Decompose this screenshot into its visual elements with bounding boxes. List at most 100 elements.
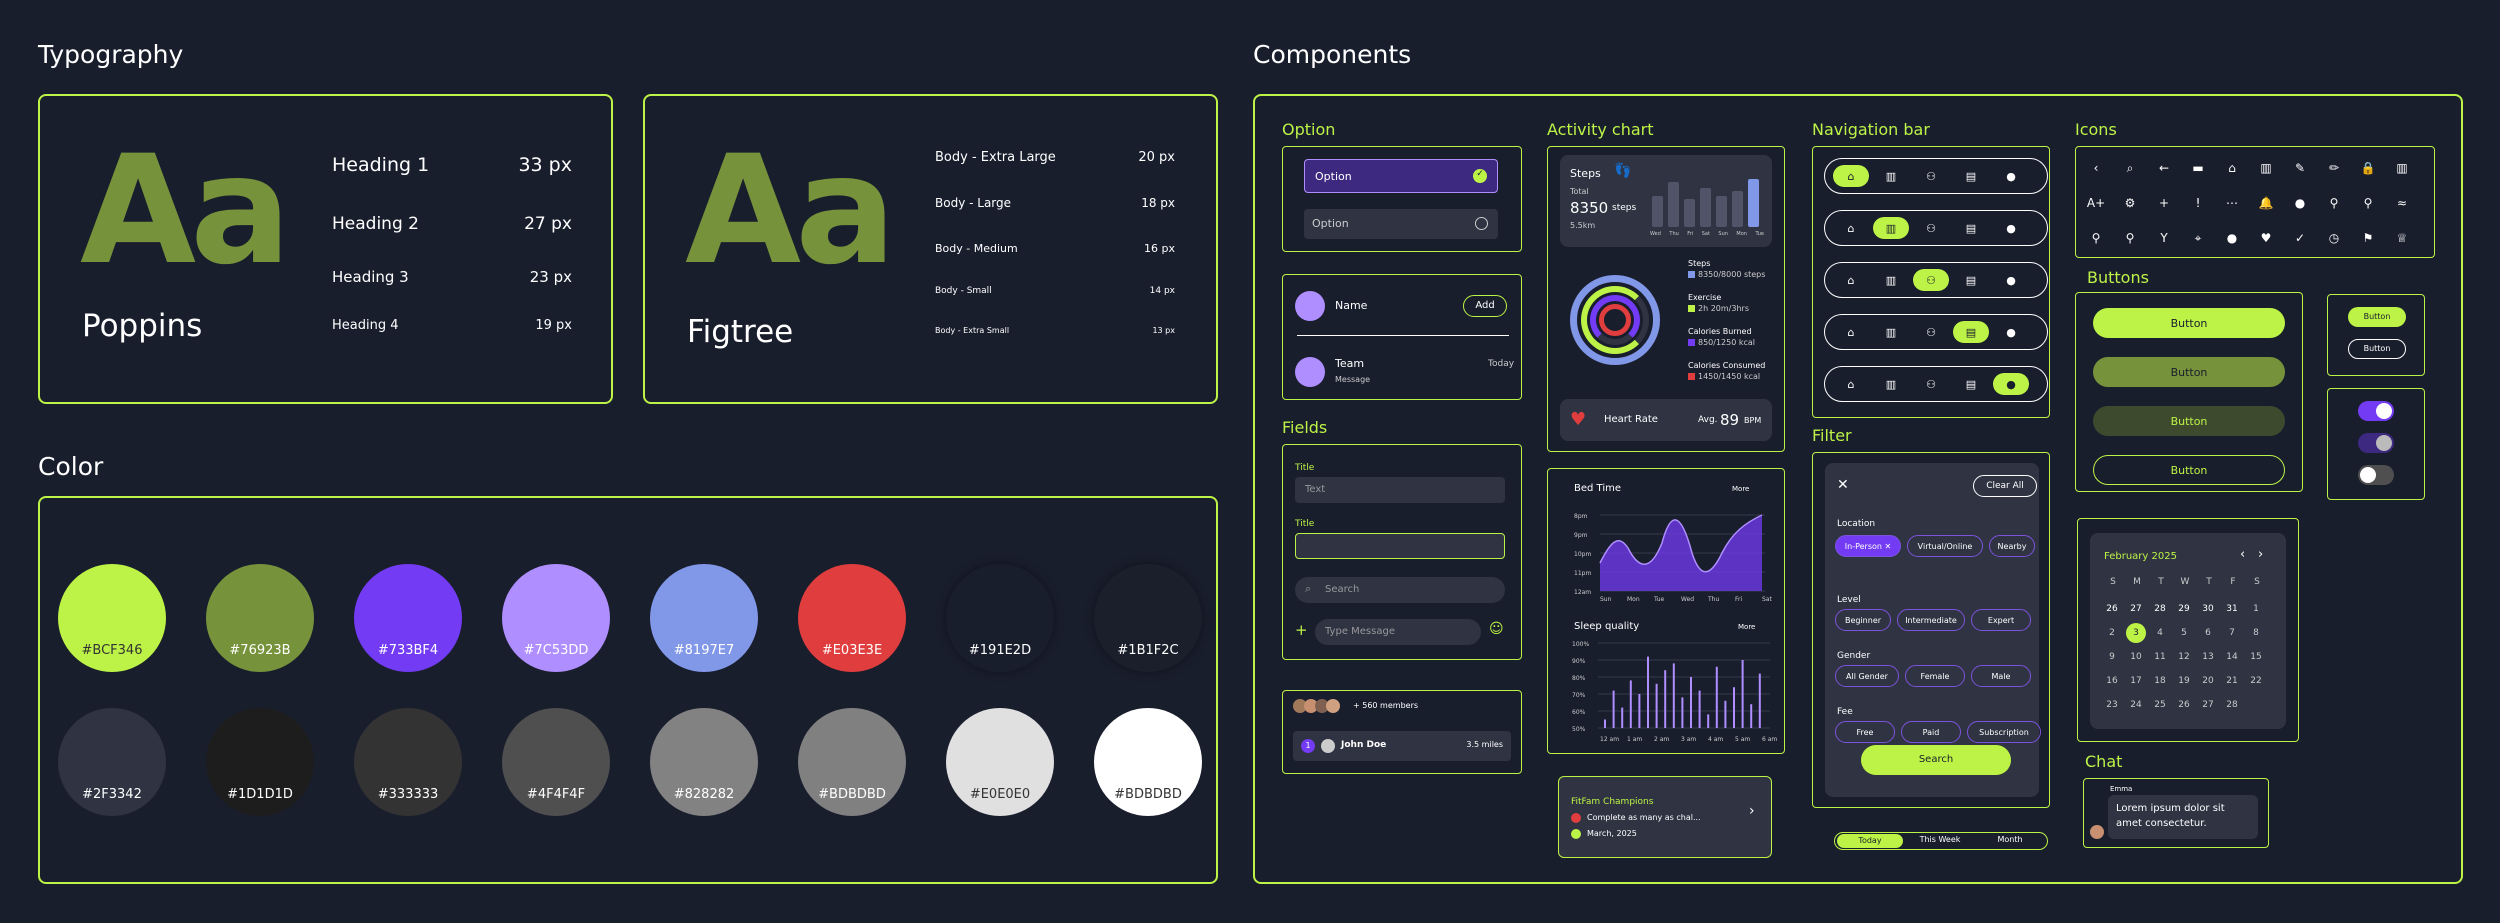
community-icon[interactable]: ⚇ — [1926, 377, 1936, 391]
profile-icon[interactable]: ● — [1993, 373, 2029, 395]
bar-chart-icon[interactable]: ▥ — [2396, 161, 2408, 175]
calendar-day[interactable]: 28 — [2226, 700, 2238, 710]
filter-chip[interactable]: Beginner — [1835, 609, 1891, 631]
arrow-left-icon[interactable]: ← — [2158, 161, 2170, 175]
filter-chip[interactable]: Expert — [1971, 609, 2031, 631]
calendar-day[interactable]: 23 — [2106, 700, 2118, 710]
text-field-focused[interactable] — [1295, 533, 1505, 559]
close-icon[interactable]: ✕ — [1837, 477, 1849, 493]
exercise-icon[interactable]: ⚲ — [2329, 196, 2339, 210]
message-icon[interactable]: ▬ — [2192, 161, 2204, 175]
plus-icon[interactable]: + — [2158, 196, 2170, 210]
swim-icon[interactable]: ≈ — [2396, 196, 2408, 210]
chart-icon[interactable]: ▥ — [1873, 217, 1909, 239]
filter-chip[interactable]: Free — [1835, 721, 1895, 743]
calendar-day[interactable]: 17 — [2130, 676, 2142, 686]
calendar-day[interactable]: 29 — [2178, 604, 2190, 614]
home-icon[interactable]: ⌂ — [1847, 377, 1855, 391]
option-unselected[interactable]: Option — [1304, 209, 1498, 239]
bike-icon[interactable]: ⚲ — [2091, 231, 2101, 245]
calendar-day[interactable]: 27 — [2130, 604, 2142, 614]
profile-icon[interactable]: ● — [2006, 221, 2016, 235]
edit-icon[interactable]: ✎ — [2294, 161, 2306, 175]
cup-icon[interactable]: ♕ — [2396, 231, 2408, 245]
calendar-day[interactable]: 30 — [2202, 604, 2214, 614]
filter-chip[interactable]: Nearby — [1989, 535, 2035, 557]
leaderboard-row[interactable]: 1 John Doe 3.5 miles — [1293, 731, 1511, 761]
community-icon[interactable]: ⚇ — [1926, 221, 1936, 235]
calendar-day[interactable]: 6 — [2205, 628, 2211, 638]
calendar-day[interactable]: 21 — [2226, 676, 2238, 686]
outline-button[interactable]: Button — [2093, 455, 2285, 485]
lock-icon[interactable]: 🔒 — [2360, 161, 2376, 175]
community-icon[interactable]: ⚇ — [1913, 269, 1949, 291]
chat-icon[interactable]: ▤ — [1953, 321, 1989, 343]
challenge-card[interactable]: FitFam Champions Complete as many as cha… — [1558, 776, 1772, 858]
circle-icon[interactable]: ● — [2226, 231, 2238, 245]
strength-icon[interactable]: ⚲ — [2125, 231, 2135, 245]
chat-icon[interactable]: ▤ — [1965, 169, 1977, 183]
toggle-mid[interactable] — [2358, 433, 2394, 453]
tab-month[interactable]: Month — [1997, 835, 2023, 844]
trophy-icon[interactable]: Y — [2160, 231, 2168, 245]
calendar-day[interactable]: 10 — [2130, 652, 2142, 662]
more-icon[interactable]: ⋯ — [2226, 196, 2238, 210]
more-link[interactable]: More — [1738, 623, 1756, 631]
pencil-icon[interactable]: ✏ — [2328, 161, 2340, 175]
chevron-right-icon[interactable]: › — [1749, 803, 1755, 819]
home-icon[interactable]: ⌂ — [1833, 165, 1869, 187]
calendar-day[interactable]: 3 — [2126, 623, 2146, 643]
filter-chip[interactable]: All Gender — [1835, 665, 1899, 687]
filter-chip[interactable]: Male — [1971, 665, 2031, 687]
flag-icon[interactable]: ⚑ — [2362, 231, 2374, 245]
calendar-day[interactable]: 24 — [2130, 700, 2142, 710]
search-input[interactable]: ⌕ Search — [1295, 577, 1505, 603]
calendar-day[interactable]: 9 — [2109, 652, 2115, 662]
calendar-day[interactable]: 25 — [2154, 700, 2166, 710]
calendar-day[interactable]: 20 — [2202, 676, 2214, 686]
calendar-day[interactable]: 8 — [2253, 628, 2259, 638]
profile-icon[interactable]: ● — [2006, 325, 2016, 339]
add-user-icon[interactable]: A+ — [2086, 196, 2106, 210]
home-icon[interactable]: ⌂ — [1847, 325, 1855, 339]
calendar-day[interactable]: 19 — [2178, 676, 2190, 686]
secondary-button[interactable]: Button — [2093, 357, 2285, 387]
tab-this-week[interactable]: This Week — [1919, 835, 1961, 844]
person-icon[interactable]: ● — [2294, 196, 2306, 210]
profile-icon[interactable]: ● — [2006, 273, 2016, 287]
location-icon[interactable]: ⌖ — [2194, 230, 2202, 245]
clock-icon[interactable]: ◷ — [2328, 231, 2340, 245]
calendar-day[interactable]: 14 — [2226, 652, 2238, 662]
calendar-day[interactable]: 7 — [2229, 628, 2235, 638]
chart-icon[interactable]: ▥ — [1885, 325, 1897, 339]
run-icon[interactable]: ⚲ — [2363, 196, 2373, 210]
add-button[interactable]: Add — [1463, 295, 1507, 317]
search-button[interactable]: Search — [1861, 745, 2011, 775]
clear-all-button[interactable]: Clear All — [1973, 475, 2037, 497]
chart-icon[interactable]: ▥ — [1885, 273, 1897, 287]
home-icon[interactable]: ⌂ — [1847, 221, 1855, 235]
calendar-day[interactable]: 5 — [2181, 628, 2187, 638]
chevron-right-icon[interactable]: › — [2258, 547, 2264, 562]
calendar-day[interactable]: 4 — [2157, 628, 2163, 638]
calendar-day[interactable]: 18 — [2154, 676, 2166, 686]
home-icon[interactable]: ⌂ — [2228, 161, 2236, 175]
check-circle-icon[interactable]: ✓ — [2294, 231, 2306, 245]
profile-icon[interactable]: ● — [2006, 169, 2016, 183]
message-input[interactable]: Type Message — [1315, 619, 1481, 645]
plus-icon[interactable]: + — [1295, 621, 1308, 639]
chat-icon[interactable]: ▤ — [1965, 273, 1977, 287]
calendar-day[interactable]: 2 — [2109, 628, 2115, 638]
tertiary-button[interactable]: Button — [2093, 406, 2285, 436]
tab-today[interactable]: Today — [1837, 834, 1903, 848]
chart-icon[interactable]: ▥ — [1885, 377, 1897, 391]
calendar-day[interactable]: 26 — [2106, 604, 2118, 614]
chevron-left-icon[interactable]: ‹ — [2240, 547, 2246, 562]
chart-icon[interactable]: ▥ — [1885, 169, 1897, 183]
calendar-day[interactable]: 22 — [2250, 676, 2262, 686]
calendar-day[interactable]: 16 — [2106, 676, 2118, 686]
gear-icon[interactable]: ⚙ — [2124, 196, 2136, 210]
filter-chip[interactable]: Subscription — [1967, 721, 2041, 743]
filter-chip[interactable]: In-Person ✕ — [1835, 535, 1901, 557]
chat-icon[interactable]: ▤ — [1965, 221, 1977, 235]
